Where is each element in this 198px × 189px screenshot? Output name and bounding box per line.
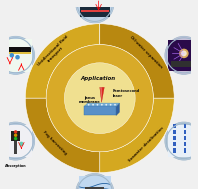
Circle shape bbox=[19, 142, 24, 146]
Text: Oil-water separation: Oil-water separation bbox=[129, 35, 163, 69]
Wedge shape bbox=[25, 98, 100, 173]
Bar bbox=[173, 124, 176, 128]
Circle shape bbox=[110, 104, 111, 106]
Circle shape bbox=[76, 174, 114, 189]
Wedge shape bbox=[100, 24, 174, 98]
Bar bbox=[194, 148, 197, 153]
Bar bbox=[0, 125, 32, 157]
Bar bbox=[11, 131, 20, 141]
Wedge shape bbox=[25, 24, 100, 98]
Bar bbox=[85, 187, 104, 189]
Bar bbox=[184, 142, 186, 146]
Circle shape bbox=[101, 104, 103, 106]
Circle shape bbox=[88, 104, 89, 106]
Circle shape bbox=[105, 104, 107, 106]
Circle shape bbox=[165, 122, 198, 160]
Bar bbox=[173, 136, 176, 140]
Bar bbox=[173, 130, 176, 134]
Circle shape bbox=[14, 134, 17, 137]
Circle shape bbox=[114, 104, 116, 106]
Circle shape bbox=[165, 36, 198, 74]
Wedge shape bbox=[100, 98, 174, 173]
Circle shape bbox=[15, 55, 20, 60]
Bar bbox=[194, 136, 197, 140]
Bar bbox=[0, 52, 31, 54]
Bar bbox=[194, 142, 197, 146]
Circle shape bbox=[14, 130, 17, 134]
Text: Absorption: Absorption bbox=[5, 164, 26, 168]
Circle shape bbox=[181, 50, 187, 56]
Text: Fog harvesting: Fog harvesting bbox=[42, 130, 68, 156]
Bar bbox=[184, 148, 186, 153]
Text: Application: Application bbox=[80, 76, 115, 81]
Bar bbox=[81, 0, 109, 1]
Bar bbox=[80, 0, 110, 17]
Bar bbox=[194, 130, 197, 134]
Circle shape bbox=[10, 53, 14, 58]
Text: Femtosecond
laser: Femtosecond laser bbox=[112, 89, 140, 98]
Bar bbox=[168, 125, 198, 157]
Polygon shape bbox=[100, 87, 102, 102]
Bar bbox=[0, 39, 32, 71]
Text: Unidirectional fluid
transport: Unidirectional fluid transport bbox=[36, 35, 72, 70]
Bar bbox=[81, 5, 109, 6]
Bar bbox=[184, 130, 186, 134]
Bar bbox=[0, 47, 31, 52]
Bar bbox=[170, 61, 197, 67]
Text: Seawater desalination: Seawater desalination bbox=[128, 126, 164, 163]
Circle shape bbox=[76, 0, 114, 23]
Polygon shape bbox=[84, 103, 119, 106]
Circle shape bbox=[64, 63, 135, 134]
Bar bbox=[168, 40, 198, 70]
Bar bbox=[184, 136, 186, 140]
Polygon shape bbox=[100, 87, 104, 102]
Bar bbox=[79, 176, 111, 189]
Bar bbox=[81, 10, 109, 12]
Bar bbox=[84, 106, 116, 115]
Polygon shape bbox=[116, 103, 119, 115]
Bar bbox=[184, 124, 186, 128]
Bar bbox=[194, 124, 197, 128]
Circle shape bbox=[179, 49, 189, 58]
Circle shape bbox=[14, 137, 17, 140]
Circle shape bbox=[0, 122, 35, 160]
Circle shape bbox=[92, 104, 94, 106]
Text: Janus
membrane: Janus membrane bbox=[79, 96, 101, 104]
Bar bbox=[173, 148, 176, 153]
Bar bbox=[14, 133, 17, 154]
Circle shape bbox=[97, 104, 98, 106]
Circle shape bbox=[46, 45, 153, 152]
Bar bbox=[173, 142, 176, 146]
Circle shape bbox=[0, 36, 35, 74]
